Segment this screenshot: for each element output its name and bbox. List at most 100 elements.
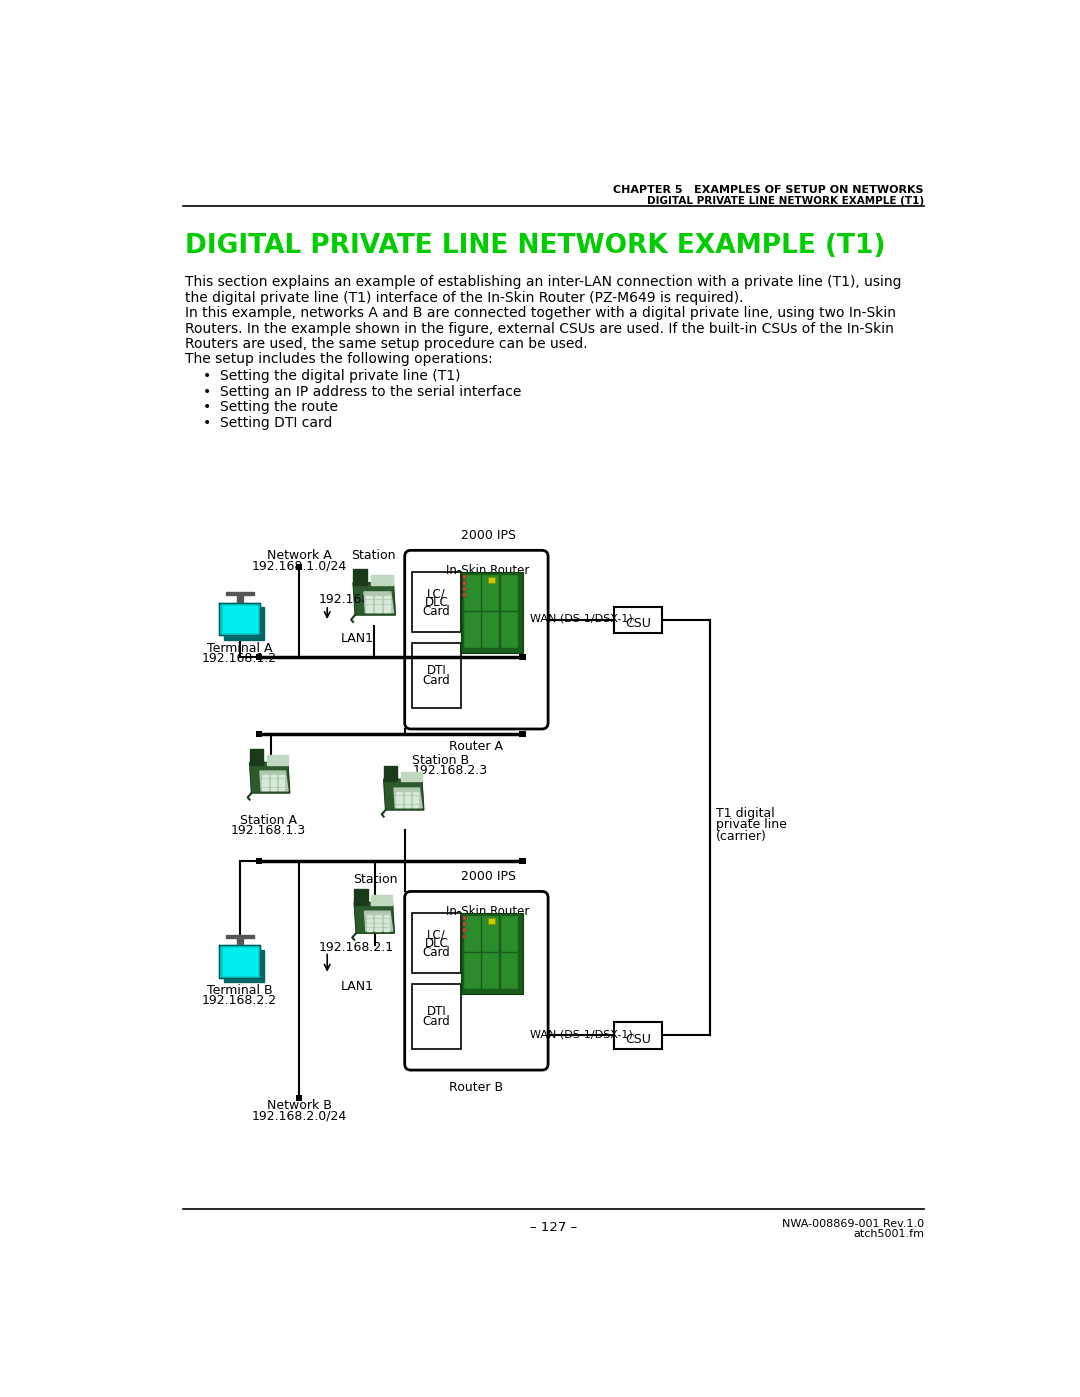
Bar bbox=[519, 654, 526, 659]
Polygon shape bbox=[354, 902, 394, 933]
Polygon shape bbox=[396, 792, 402, 793]
Polygon shape bbox=[375, 595, 381, 598]
Polygon shape bbox=[383, 780, 423, 810]
Polygon shape bbox=[405, 792, 410, 793]
Polygon shape bbox=[384, 605, 390, 608]
Polygon shape bbox=[405, 800, 410, 803]
Polygon shape bbox=[394, 788, 422, 807]
Polygon shape bbox=[414, 792, 418, 793]
Bar bbox=[463, 587, 465, 591]
Text: This section explains an example of establishing an inter-LAN connection with a : This section explains an example of esta… bbox=[186, 275, 902, 289]
Text: Card: Card bbox=[422, 1014, 450, 1028]
Bar bbox=[501, 576, 517, 610]
Text: 192.168.2.3: 192.168.2.3 bbox=[413, 764, 487, 777]
Bar bbox=[256, 858, 262, 863]
Polygon shape bbox=[384, 595, 390, 598]
Polygon shape bbox=[249, 749, 262, 764]
Polygon shape bbox=[375, 605, 381, 608]
Text: private line: private line bbox=[716, 819, 787, 831]
Text: Station: Station bbox=[353, 873, 397, 886]
FancyBboxPatch shape bbox=[405, 891, 548, 1070]
Polygon shape bbox=[375, 923, 380, 926]
Text: LC/: LC/ bbox=[427, 929, 446, 942]
Bar bbox=[482, 916, 499, 953]
Polygon shape bbox=[279, 780, 284, 782]
Bar bbox=[413, 983, 460, 1049]
Polygon shape bbox=[364, 592, 393, 613]
Polygon shape bbox=[396, 805, 402, 807]
Text: 192.168.1.0/24: 192.168.1.0/24 bbox=[252, 560, 347, 573]
Text: •  Setting the route: • Setting the route bbox=[203, 400, 338, 414]
Text: Station B: Station B bbox=[413, 754, 470, 767]
Polygon shape bbox=[225, 950, 265, 982]
Polygon shape bbox=[405, 805, 410, 807]
Polygon shape bbox=[366, 609, 372, 612]
Text: DTI: DTI bbox=[427, 665, 446, 678]
Text: CHAPTER 5   EXAMPLES OF SETUP ON NETWORKS: CHAPTER 5 EXAMPLES OF SETUP ON NETWORKS bbox=[613, 184, 924, 194]
Polygon shape bbox=[384, 601, 390, 604]
Text: 2000 IPS: 2000 IPS bbox=[460, 870, 515, 883]
Text: T1 digital: T1 digital bbox=[716, 806, 775, 820]
Polygon shape bbox=[405, 796, 410, 799]
Polygon shape bbox=[375, 601, 381, 604]
Polygon shape bbox=[383, 928, 389, 930]
Text: WAN (DS-1/DSX-1): WAN (DS-1/DSX-1) bbox=[529, 1030, 633, 1039]
Polygon shape bbox=[262, 788, 268, 791]
Polygon shape bbox=[366, 595, 372, 598]
Bar bbox=[463, 929, 465, 932]
Text: 192.168.2.2: 192.168.2.2 bbox=[202, 993, 278, 1007]
Polygon shape bbox=[375, 919, 380, 922]
Polygon shape bbox=[383, 923, 389, 926]
Text: •  Setting the digital private line (T1): • Setting the digital private line (T1) bbox=[203, 369, 461, 383]
Bar bbox=[463, 612, 481, 648]
Polygon shape bbox=[414, 800, 418, 803]
Bar bbox=[488, 918, 496, 923]
Bar bbox=[463, 935, 465, 939]
Bar bbox=[256, 731, 262, 738]
Polygon shape bbox=[401, 771, 422, 781]
Text: LAN1: LAN1 bbox=[340, 631, 374, 645]
Bar bbox=[482, 953, 499, 989]
Polygon shape bbox=[367, 915, 373, 918]
Polygon shape bbox=[367, 928, 373, 930]
Bar bbox=[413, 643, 460, 708]
Text: Router A: Router A bbox=[449, 740, 503, 753]
Text: LAN1: LAN1 bbox=[340, 979, 374, 993]
Text: In-Skin Router: In-Skin Router bbox=[446, 905, 529, 918]
Polygon shape bbox=[237, 937, 243, 946]
Text: LC/: LC/ bbox=[427, 588, 446, 601]
Polygon shape bbox=[262, 780, 268, 782]
Bar bbox=[613, 1023, 662, 1049]
Polygon shape bbox=[226, 935, 254, 937]
Polygon shape bbox=[372, 895, 392, 905]
Bar bbox=[463, 576, 465, 578]
Bar bbox=[482, 576, 499, 610]
Text: 192.168.2.0/24: 192.168.2.0/24 bbox=[252, 1109, 347, 1122]
Bar bbox=[296, 1095, 302, 1101]
Text: DIGITAL PRIVATE LINE NETWORK EXAMPLE (T1): DIGITAL PRIVATE LINE NETWORK EXAMPLE (T1… bbox=[186, 233, 886, 258]
Text: Terminal B: Terminal B bbox=[206, 983, 272, 997]
Polygon shape bbox=[271, 788, 276, 791]
Polygon shape bbox=[225, 608, 265, 640]
Text: 2000 IPS: 2000 IPS bbox=[460, 529, 515, 542]
Polygon shape bbox=[271, 774, 276, 777]
Bar bbox=[519, 731, 526, 738]
Polygon shape bbox=[219, 946, 260, 978]
Polygon shape bbox=[375, 928, 380, 930]
Text: DLC: DLC bbox=[424, 597, 448, 609]
Bar bbox=[463, 916, 465, 921]
Polygon shape bbox=[222, 949, 257, 975]
Polygon shape bbox=[414, 796, 418, 799]
Text: The setup includes the following operations:: The setup includes the following operati… bbox=[186, 352, 494, 366]
Bar bbox=[463, 581, 465, 585]
Text: •  Setting DTI card: • Setting DTI card bbox=[203, 415, 333, 430]
Text: Station A: Station A bbox=[240, 814, 297, 827]
FancyBboxPatch shape bbox=[405, 550, 548, 729]
Text: DTI: DTI bbox=[427, 1006, 446, 1018]
Text: DLC: DLC bbox=[424, 937, 448, 950]
Text: Card: Card bbox=[422, 605, 450, 617]
Polygon shape bbox=[249, 763, 289, 793]
Text: 192.168.1.1: 192.168.1.1 bbox=[319, 594, 394, 606]
Polygon shape bbox=[279, 774, 284, 777]
Bar bbox=[296, 564, 302, 570]
